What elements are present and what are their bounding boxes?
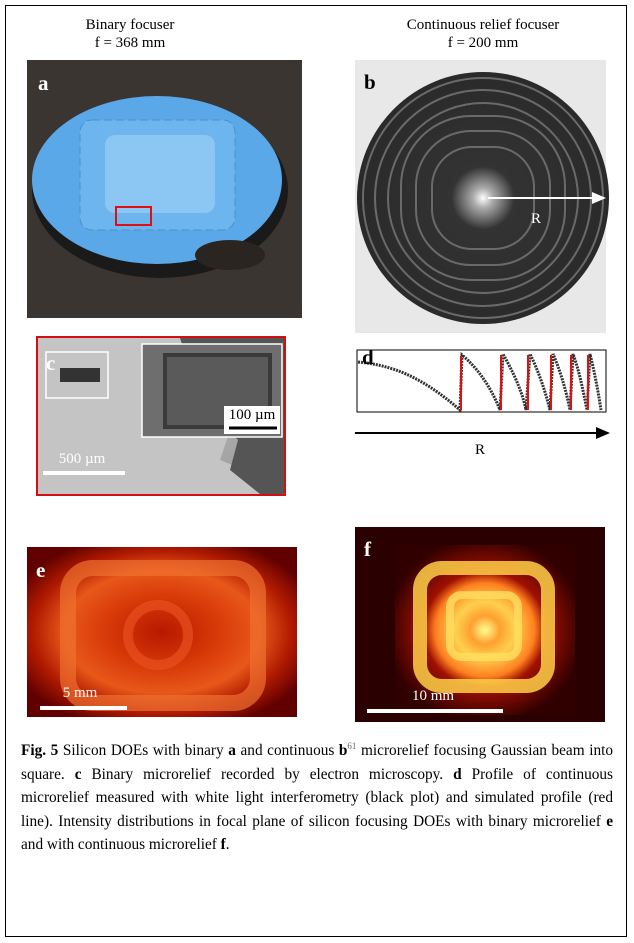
- panel-label: d: [362, 345, 374, 369]
- axis-label: R: [531, 211, 541, 227]
- panel-label: e: [36, 558, 45, 582]
- column-heading: Continuous relief focuser: [407, 17, 559, 33]
- caption-normal: .: [226, 836, 230, 853]
- scale-label: 100 µm: [229, 407, 276, 423]
- axis-label: R: [475, 442, 485, 458]
- caption-normal: Binary microrelief recorded by electron …: [82, 766, 454, 783]
- column-heading: Binary focuser: [86, 17, 175, 33]
- panel-e: 5 mm e: [27, 547, 297, 717]
- caption-normal: and continuous: [236, 742, 339, 759]
- caption-bold: c: [75, 766, 82, 783]
- panel-b: R b: [355, 60, 609, 333]
- column-focal: f = 368 mm: [95, 35, 166, 51]
- panel-label: f: [364, 537, 372, 561]
- caption-bold: Fig. 5: [21, 742, 58, 759]
- panel-a: a: [27, 60, 302, 318]
- caption-bold: e: [606, 813, 613, 830]
- panel-d: R d: [355, 345, 610, 458]
- figure: Binary focuser f = 368 mm Continuous rel…: [0, 0, 634, 730]
- panel-label: c: [46, 351, 55, 375]
- panel-label: b: [364, 70, 376, 94]
- scale-label: 500 µm: [59, 451, 106, 467]
- caption-normal: and with continuous microrelief: [21, 836, 221, 853]
- panel-f: 10 mm f: [355, 527, 605, 722]
- scale-label: 5 mm: [63, 685, 98, 701]
- scale-label: 10 mm: [412, 688, 454, 704]
- panel-label: a: [38, 71, 49, 95]
- column-focal: f = 200 mm: [448, 35, 519, 51]
- caption-bold: d: [453, 766, 462, 783]
- panel-c: 100 µm 500 µm c: [37, 337, 285, 495]
- caption-normal: Silicon DOEs with binary: [58, 742, 228, 759]
- figure-caption: Fig. 5 Silicon DOEs with binary a and co…: [21, 735, 613, 857]
- page: Binary focuser f = 368 mm Continuous rel…: [0, 0, 634, 943]
- caption-bold: a: [228, 742, 236, 759]
